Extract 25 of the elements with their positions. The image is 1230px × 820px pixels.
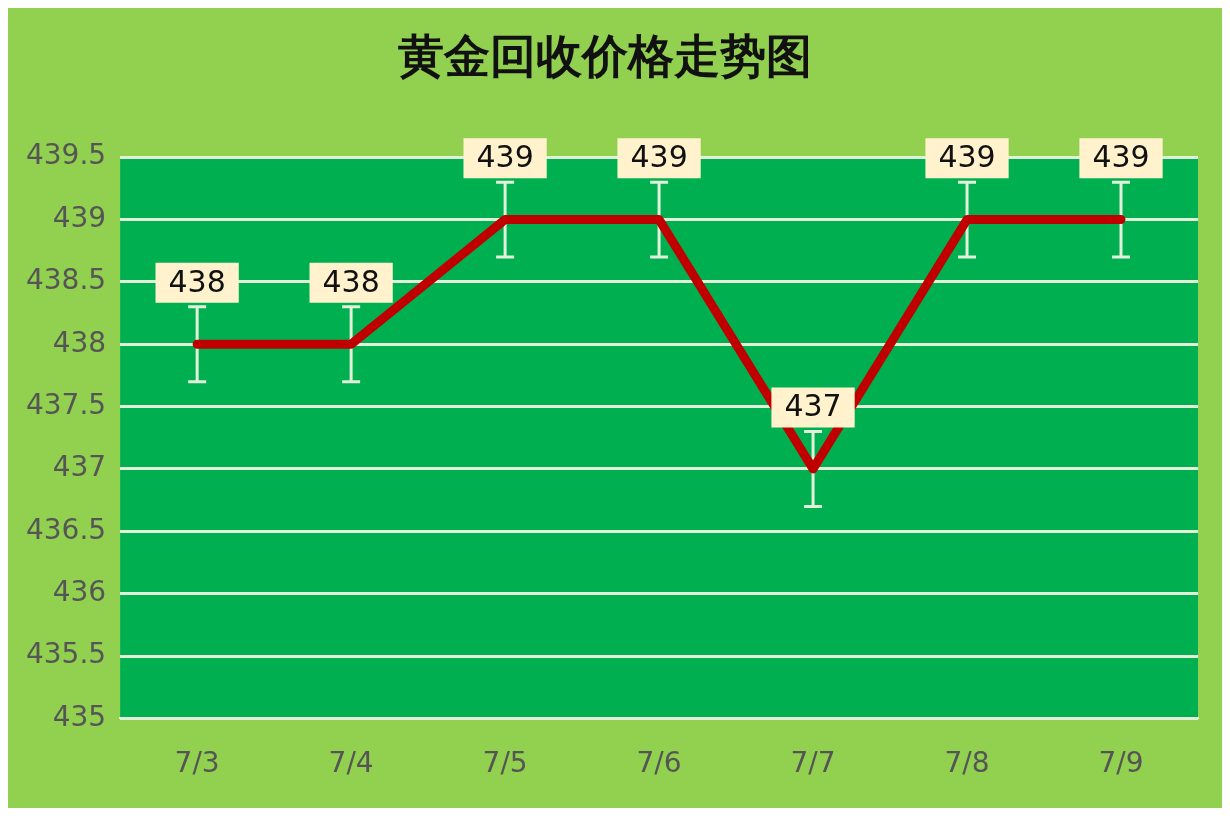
y-tick-label: 439 [52, 200, 107, 234]
data-label: 437 [784, 388, 842, 424]
x-tick-label: 7/3 [174, 746, 220, 780]
x-tick-label: 7/7 [790, 746, 836, 780]
data-label: 439 [476, 138, 534, 174]
y-tick-label: 436 [52, 574, 107, 608]
x-tick-label: 7/9 [1098, 746, 1144, 780]
x-tick-label: 7/8 [944, 746, 990, 780]
y-tick-label: 439.5 [25, 138, 107, 172]
chart-title: 黄金回收价格走势图 [398, 28, 812, 83]
y-tick-label: 438.5 [25, 263, 107, 297]
x-tick-label: 7/4 [328, 746, 374, 780]
data-label: 439 [630, 138, 688, 174]
y-tick-label: 437 [52, 450, 107, 484]
y-tick-label: 435 [52, 699, 107, 733]
data-label: 438 [322, 263, 380, 299]
x-tick-label: 7/5 [482, 746, 528, 780]
x-tick-label: 7/6 [636, 746, 682, 780]
y-tick-label: 435.5 [25, 637, 107, 671]
data-label: 439 [1092, 138, 1150, 174]
y-tick-label: 436.5 [25, 512, 107, 546]
y-tick-label: 438 [52, 325, 107, 359]
data-label: 438 [168, 263, 226, 299]
data-label: 439 [938, 138, 996, 174]
y-tick-label: 437.5 [25, 387, 107, 421]
